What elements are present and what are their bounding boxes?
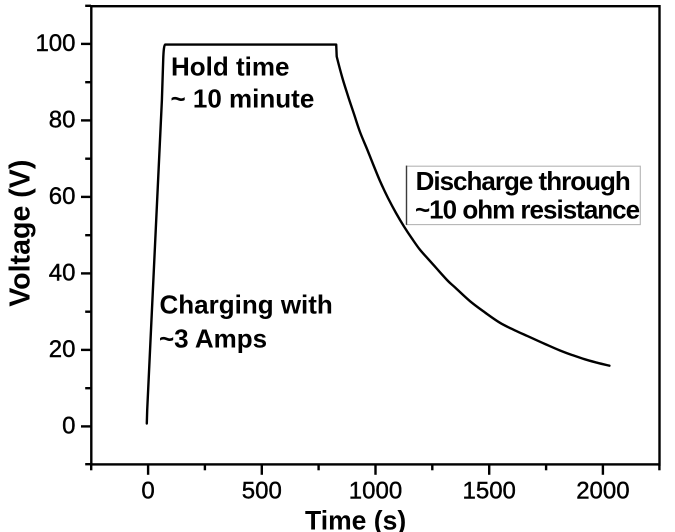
svg-text:Discharge through: Discharge through (416, 166, 630, 196)
svg-text:~10 ohm resistance: ~10 ohm resistance (415, 195, 640, 225)
svg-text:20: 20 (49, 336, 76, 363)
svg-text:Time (s): Time (s) (305, 505, 406, 532)
svg-text:1500: 1500 (463, 477, 516, 504)
svg-text:~ 10 minute: ~ 10 minute (171, 84, 315, 114)
svg-text:~3 Amps: ~3 Amps (159, 324, 267, 354)
svg-text:60: 60 (49, 183, 76, 210)
svg-text:80: 80 (49, 107, 76, 134)
svg-text:Hold time: Hold time (171, 52, 289, 82)
svg-text:100: 100 (35, 30, 75, 57)
svg-text:Voltage (V): Voltage (V) (5, 160, 37, 307)
svg-text:0: 0 (141, 477, 154, 504)
svg-text:0: 0 (62, 413, 75, 440)
svg-text:Charging with: Charging with (160, 290, 333, 320)
svg-text:40: 40 (49, 260, 76, 287)
svg-text:500: 500 (242, 477, 282, 504)
svg-text:2000: 2000 (576, 477, 629, 504)
svg-text:1000: 1000 (349, 477, 402, 504)
